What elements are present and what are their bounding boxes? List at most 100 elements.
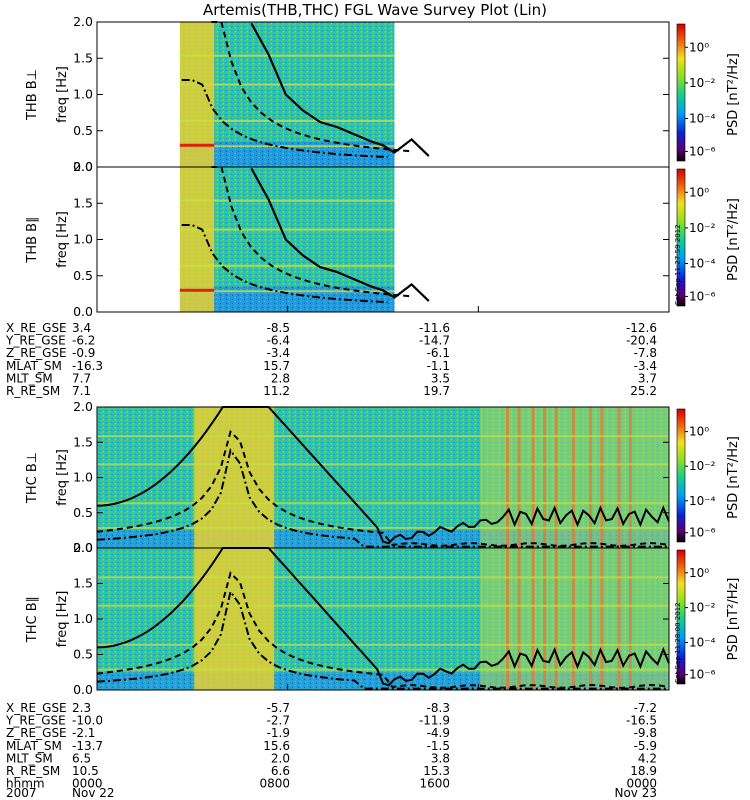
hot-band	[179, 143, 215, 147]
thc-ephem-row-label: MLT_SM	[6, 751, 53, 765]
thb-ephem-row-label: Y_RE_GSE	[5, 334, 66, 348]
burst-stripe	[554, 548, 558, 690]
burst-stripe	[531, 407, 535, 548]
thb-ephem-cell: 7.7	[72, 371, 91, 385]
thc-ephem-cell: 15.3	[423, 764, 450, 778]
gyro-curve-dashed	[211, 166, 412, 298]
y-tick-label: 1.0	[73, 470, 93, 485]
thb-ephem-cell: -3.4	[267, 346, 290, 360]
thc-ephem-cell: -4.9	[427, 726, 450, 740]
thc-ephem-cell: 6.6	[271, 764, 290, 778]
thc-ephem-cell: 3.8	[431, 751, 450, 765]
panel-label: THC B∥	[25, 596, 40, 643]
thb-ephem-row-label: X_RE_GSE	[6, 321, 67, 335]
spectrogram-panel-2: 0.0 0.5 1.0 1.5 2.0 THB B∥ freq [Hz] 10⁰ 10⁻² 10⁻…	[25, 159, 741, 319]
thb-ephem-cell: -11.6	[419, 321, 450, 335]
thb-ephem-cell: 7.1	[72, 384, 91, 398]
thb-ephem-cell: 3.7	[638, 371, 657, 385]
harmonic-line	[179, 119, 395, 122]
thc-ephem-cell: -8.3	[427, 701, 450, 715]
harmonic-line	[97, 643, 669, 646]
colorbar-tick-label: 10⁻²	[689, 601, 716, 615]
colorbar-label: PSD [nT²/Hz]	[726, 436, 741, 519]
gyro-curve-dashed	[96, 571, 670, 689]
burst-stripe	[600, 548, 604, 690]
colorbar-tick-label: 10⁻²	[689, 76, 716, 90]
plot-title: Artemis(THB,THC) FGL Wave Survey Plot (L…	[202, 1, 548, 19]
thc-ephem-cell: -2.7	[267, 714, 290, 728]
burst-stripe	[628, 548, 632, 690]
y-axis-label: freq [Hz]	[55, 66, 70, 123]
y-tick-label: 2.0	[73, 399, 93, 414]
harmonic-line	[97, 668, 669, 671]
y-tick-label: 1.0	[73, 232, 93, 247]
harmonic-line	[97, 435, 669, 438]
colorbar	[676, 168, 686, 307]
y-tick-label: 0.5	[73, 268, 93, 283]
burst-stripe	[505, 548, 509, 690]
panel-label: THB B⊥	[25, 69, 40, 121]
y-tick-label: 1.5	[73, 195, 93, 210]
thc-ephem-cell: -5.9	[634, 739, 657, 753]
gyro-curve-dashdot	[96, 589, 669, 690]
burst-stripe	[571, 548, 575, 690]
y-tick-label: 1.5	[73, 434, 93, 449]
y-tick-label: 0.0	[73, 304, 93, 319]
thc-ephem-cell: 10.5	[72, 764, 99, 778]
y-tick-label: 2.0	[73, 14, 93, 29]
y-tick-label: 1.5	[73, 576, 93, 591]
burst-stripe	[571, 407, 575, 548]
colorbar-tick-label: 10⁰	[689, 40, 709, 54]
burst-stripe	[517, 407, 521, 548]
thc-ephem-cell: 2.3	[72, 701, 91, 715]
thb-ephem-cell: 3.4	[72, 321, 91, 335]
thb-ephem-cell: -7.8	[634, 346, 657, 360]
thb-ephem-cell: -20.4	[626, 334, 657, 348]
thb-ephem-row-label: Z_RE_GSE	[6, 346, 67, 360]
harmonic-line	[179, 54, 395, 57]
thb-ephem-row-label: R_RE_SM	[6, 384, 60, 398]
thc-ephem-row-label: Z_RE_GSE	[6, 726, 67, 740]
harmonic-line	[179, 199, 395, 202]
colorbar-tick-label: 10⁰	[689, 566, 709, 580]
gyro-curve-dashdot	[96, 448, 669, 548]
harmonic-line	[179, 228, 395, 231]
y-tick-label: 1.0	[73, 611, 93, 626]
spectrogram-panel-4: 0.0 0.5 1.0 1.5 2.0 THC B∥ freq [Hz] 10⁰ 10⁻² 10⁻…	[25, 540, 741, 697]
harmonic-line	[97, 526, 669, 529]
thc-ephem-cell: 0000	[626, 777, 657, 791]
colorbar-tick-label: 10⁻⁶	[689, 144, 716, 158]
gyro-curve-dashdot	[181, 79, 388, 159]
harmonic-line	[179, 83, 395, 86]
thc-ephem-cell: -1.9	[267, 726, 290, 740]
panel-label: THC B⊥	[25, 452, 40, 504]
thc-ephem-cell: 18.9	[630, 764, 657, 778]
high-power-band	[179, 167, 215, 312]
harmonic-line	[179, 264, 395, 267]
thb-ephem-row-label: MLT_SM	[6, 371, 53, 385]
spectrogram-panel-3: 0.0 0.5 1.0 1.5 2.0 THC B⊥ freq [Hz] 10⁰ 10⁻² 10⁻…	[25, 399, 741, 555]
thc-ephem-row-label: X_RE_GSE	[6, 701, 67, 715]
thb-ephem-cell: -6.2	[72, 334, 95, 348]
high-power-band	[179, 22, 215, 167]
thc-ephem-cell: 15.6	[263, 739, 290, 753]
thb-ephem-cell: -6.1	[427, 346, 450, 360]
thc-ephem-cell: 2.0	[271, 751, 290, 765]
colorbar	[676, 408, 686, 543]
y-tick-label: 1.0	[73, 87, 93, 102]
burst-stripe	[588, 407, 592, 548]
colorbar	[676, 549, 686, 685]
y-axis-label: freq [Hz]	[55, 211, 70, 268]
colorbar-tick-label: 10⁻⁴	[689, 635, 716, 649]
panel-label: THB B∥	[25, 216, 40, 263]
thb-ephem-cell: 3.5	[431, 371, 450, 385]
hot-band	[179, 288, 215, 292]
thc-ephem-cell: -2.1	[72, 726, 95, 740]
harmonic-line	[97, 576, 669, 579]
thc-ephem-cell: -9.8	[634, 726, 657, 740]
burst-stripe	[543, 407, 547, 548]
thb-ephem-cell: 19.7	[423, 384, 450, 398]
thb-ephem-cell: 11.2	[263, 384, 290, 398]
y-tick-label: 0.0	[73, 682, 93, 697]
colorbar-tick-label: 10⁻²	[689, 221, 716, 235]
